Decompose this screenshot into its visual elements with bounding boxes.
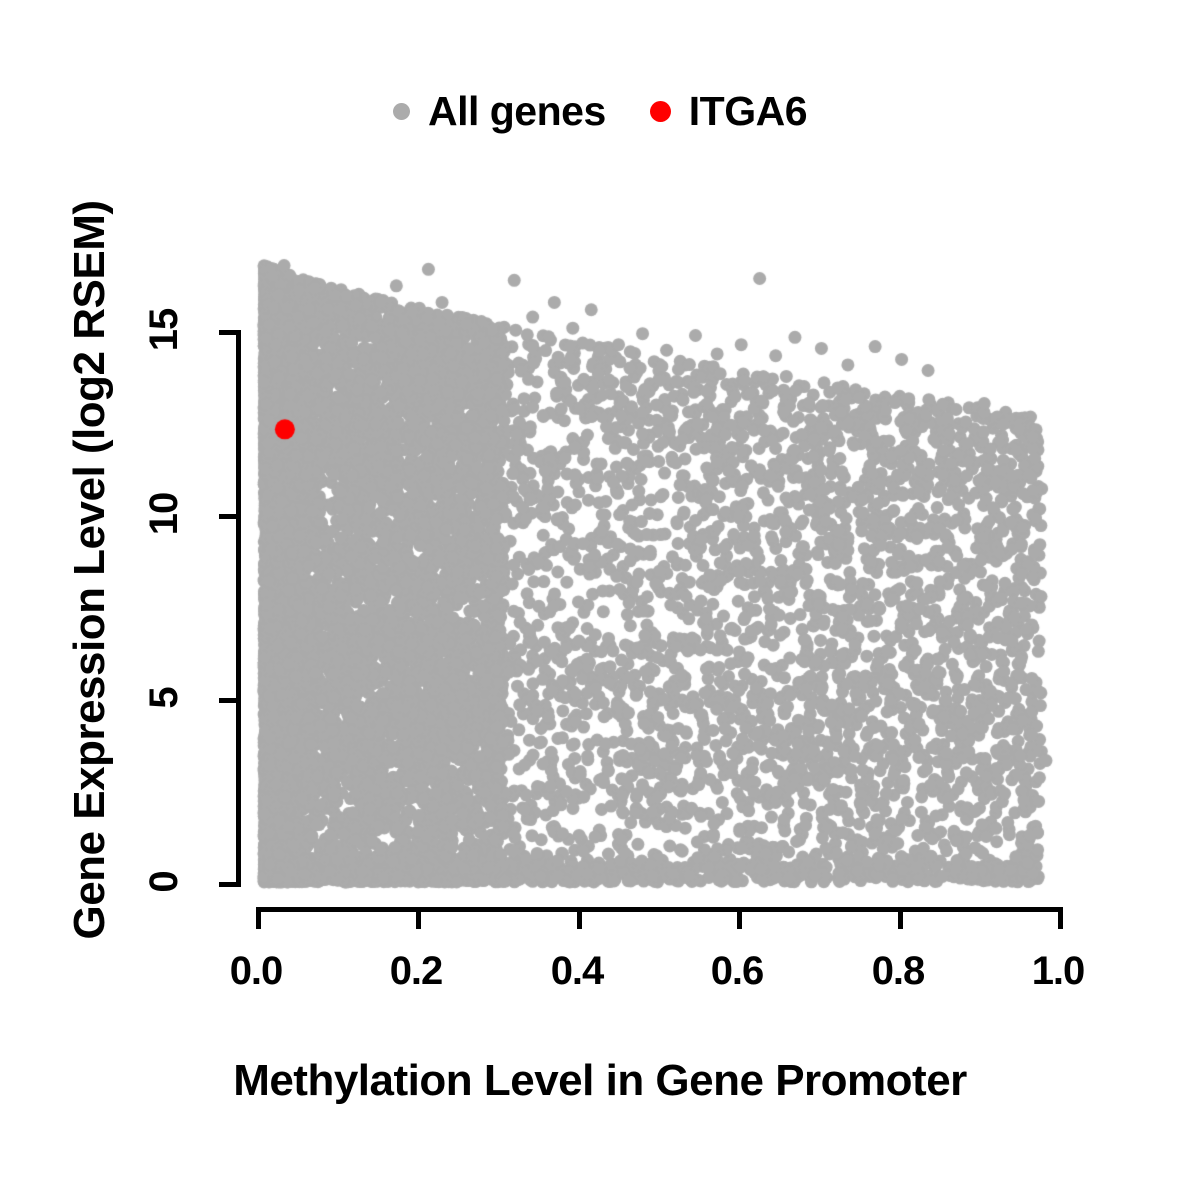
x-tick-label: 1.0	[1031, 949, 1086, 993]
y-axis-tick	[219, 330, 241, 335]
y-axis-tick	[219, 698, 241, 703]
x-tick-label: 0.0	[229, 949, 284, 993]
x-axis-title: Methylation Level in Gene Promoter	[233, 1056, 967, 1105]
x-tick-label: 0.2	[389, 949, 444, 993]
y-tick-label: 10	[142, 492, 186, 536]
x-axis-line	[256, 907, 1063, 912]
x-axis-tick	[577, 907, 582, 929]
y-axis-tick	[219, 882, 241, 887]
y-tick-label: 15	[142, 308, 186, 352]
y-axis-title-wrapper: Gene Expression Level (log2 RSEM)	[60, 170, 120, 970]
x-axis-tick	[737, 907, 742, 929]
x-tick-label: 0.8	[871, 949, 926, 993]
x-axis-tick	[1058, 907, 1063, 929]
x-tick-label: 0.4	[550, 949, 605, 993]
x-axis-tick	[898, 907, 903, 929]
y-tick-label: 5	[142, 687, 186, 709]
x-tick-label: 0.6	[710, 949, 765, 993]
y-axis-title: Gene Expression Level (log2 RSEM)	[65, 200, 114, 940]
x-axis-tick	[416, 907, 421, 929]
x-axis-tick	[256, 907, 261, 929]
y-tick-label: 0	[142, 871, 186, 893]
y-axis-line	[236, 330, 241, 887]
y-axis-tick	[219, 514, 241, 519]
